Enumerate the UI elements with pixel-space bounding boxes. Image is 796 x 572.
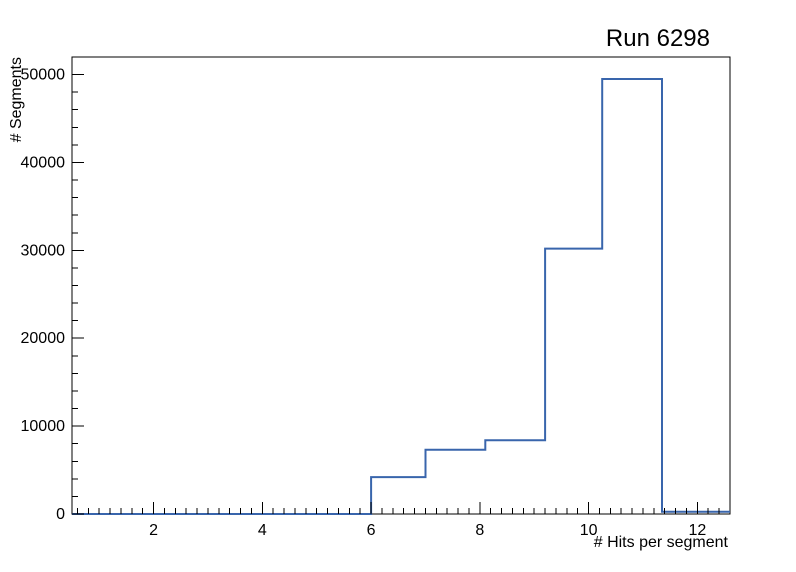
x-tick-label: 10 [580, 522, 598, 539]
x-tick-label: 12 [688, 522, 706, 539]
axis-ticks [72, 74, 720, 515]
x-tick-label: 8 [475, 522, 484, 539]
plot-frame [71, 56, 731, 515]
y-axis-title: # Segments [8, 57, 25, 142]
x-tick-label: 2 [149, 522, 158, 539]
y-tick-label: 10000 [21, 418, 66, 435]
axis-tick-labels: 2 4 6 8 10 12 0 10000 20000 30000 40000 50000 [21, 67, 707, 539]
y-tick-label: 30000 [21, 242, 66, 259]
histogram-line [72, 78, 730, 515]
x-tick-label: 4 [258, 522, 267, 539]
y-tick-label: 50000 [21, 67, 66, 84]
y-tick-label: 20000 [21, 330, 66, 347]
x-axis-title: # Hits per segment [594, 534, 729, 551]
y-tick-label: 0 [56, 506, 65, 523]
x-tick-label: 6 [367, 522, 376, 539]
chart-title: Run 6298 [606, 25, 710, 52]
y-tick-label: 40000 [21, 154, 66, 171]
